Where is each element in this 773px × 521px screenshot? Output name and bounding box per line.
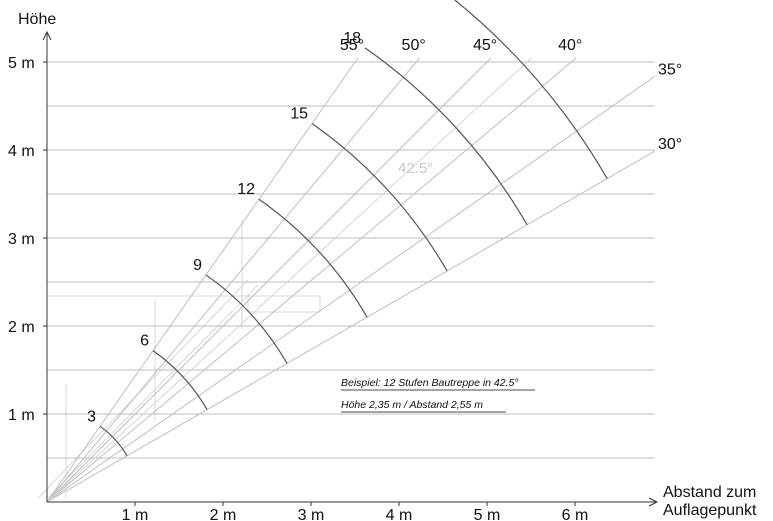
y-axis-ticks: 1 m 2 m 3 m 4 m 5 m xyxy=(8,55,47,424)
ghost-stair-drawing xyxy=(37,220,321,499)
angle-line-40 xyxy=(46,57,577,503)
angle-label-30: 30° xyxy=(658,136,682,153)
angle-lines: 30° 35° 40° 45° 50° 55° xyxy=(46,37,682,503)
intermediate-angle-label: 42.5° xyxy=(398,160,433,177)
y-tick-label: 4 m xyxy=(8,143,35,160)
x-tick-label: 6 m xyxy=(562,507,589,521)
step-label-6: 6 xyxy=(140,333,149,350)
x-tick-label: 2 m xyxy=(210,507,237,521)
x-tick-label: 5 m xyxy=(474,507,501,521)
axes xyxy=(42,30,659,507)
angle-label-50: 50° xyxy=(402,37,426,54)
example-line1: Beispiel: 12 Stufen Bautreppe in 42.5° xyxy=(341,377,519,389)
angle-line-35 xyxy=(46,75,656,503)
angle-line-45 xyxy=(46,57,492,503)
step-arc-18 xyxy=(364,47,528,226)
angle-label-55: 55° xyxy=(340,37,364,54)
x-axis-arrowhead xyxy=(648,497,659,507)
y-tick-label: 3 m xyxy=(8,231,35,248)
step-label-18: 18 xyxy=(343,30,361,47)
step-label-15: 15 xyxy=(290,106,308,123)
step-arc-21 xyxy=(453,0,608,179)
y-axis-title: Höhe xyxy=(18,11,56,28)
y-tick-label: 1 m xyxy=(8,407,35,424)
y-tick-label: 5 m xyxy=(8,55,35,72)
angle-line-30 xyxy=(46,150,656,503)
example-line2: Höhe 2,35 m / Abstand 2,55 m xyxy=(341,399,483,411)
example-note: Beispiel: 12 Stufen Bautreppe in 42.5° H… xyxy=(341,377,535,413)
y-tick-label: 2 m xyxy=(8,319,35,336)
angle-label-45: 45° xyxy=(473,37,497,54)
x-axis-title-line1: Abstand zum xyxy=(663,484,756,501)
step-arc-12 xyxy=(258,198,368,318)
x-tick-label: 1 m xyxy=(122,507,149,521)
angle-line-50 xyxy=(46,57,420,503)
x-tick-label: 3 m xyxy=(298,507,325,521)
horizontal-gridlines xyxy=(47,61,655,459)
step-arc-6 xyxy=(152,350,208,410)
x-tick-label: 4 m xyxy=(386,507,413,521)
step-label-9: 9 xyxy=(193,257,202,274)
angle-line-55 xyxy=(46,57,359,503)
step-arc-15 xyxy=(311,123,448,272)
step-label-12: 12 xyxy=(237,181,255,198)
y-axis-arrowhead xyxy=(42,30,52,41)
x-axis-ticks: 1 m 2 m 3 m 4 m 5 m 6 m xyxy=(122,502,589,521)
x-axis-title-line2: Auflagepunkt xyxy=(663,502,757,519)
angle-label-35: 35° xyxy=(658,61,682,78)
angle-line-42.5 xyxy=(46,57,532,503)
step-arc-3 xyxy=(99,425,128,457)
angle-label-40: 40° xyxy=(558,37,582,54)
step-arc-9 xyxy=(205,274,288,364)
step-label-3: 3 xyxy=(87,408,96,425)
